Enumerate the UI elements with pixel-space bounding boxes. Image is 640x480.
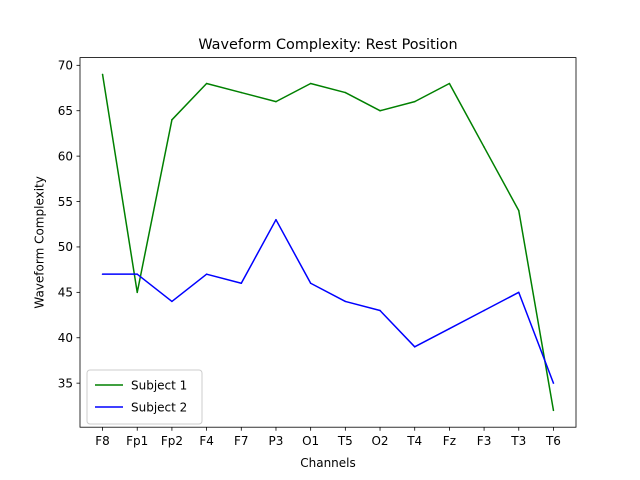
y-axis: 35 40 45 50 55 60 65 70 bbox=[58, 59, 80, 390]
data-point bbox=[171, 300, 173, 303]
data-point bbox=[205, 273, 208, 275]
data-point bbox=[101, 73, 104, 76]
x-tick-label: Fp2 bbox=[161, 434, 183, 448]
y-tick-label: 65 bbox=[58, 104, 73, 118]
y-tick-label: 60 bbox=[58, 149, 73, 163]
legend-label: Subject 1 bbox=[131, 378, 187, 392]
data-point bbox=[379, 109, 381, 112]
data-point bbox=[136, 291, 138, 294]
data-point bbox=[309, 82, 312, 85]
legend-label: Subject 2 bbox=[131, 400, 187, 414]
x-tick-label: T5 bbox=[337, 434, 353, 448]
data-point bbox=[309, 282, 312, 285]
x-tick-label: F3 bbox=[477, 434, 492, 448]
data-point bbox=[344, 91, 347, 94]
data-point bbox=[344, 300, 347, 303]
y-tick-label: 35 bbox=[58, 376, 73, 390]
y-tick-label: 70 bbox=[58, 59, 73, 73]
data-point bbox=[205, 82, 208, 85]
data-point bbox=[483, 309, 485, 312]
x-tick-label: O1 bbox=[302, 434, 319, 448]
plot-area bbox=[79, 57, 577, 428]
data-point bbox=[413, 346, 416, 348]
data-point bbox=[101, 273, 104, 275]
series-layer bbox=[101, 73, 555, 412]
y-axis-label: Waveform Complexity bbox=[33, 176, 47, 309]
x-tick-label: F8 bbox=[95, 434, 110, 448]
data-point bbox=[171, 119, 173, 121]
x-tick-label: F7 bbox=[234, 434, 249, 448]
data-point bbox=[275, 218, 277, 221]
x-axis-label: Channels bbox=[300, 456, 356, 470]
data-point bbox=[552, 382, 555, 384]
legend-box bbox=[86, 369, 203, 425]
data-point bbox=[518, 291, 520, 294]
data-point bbox=[448, 327, 451, 330]
x-tick-label: O2 bbox=[371, 434, 388, 448]
x-axis: F8 Fp1 Fp2 F4 F7 P3 O1 T5 O2 T4 Fz F3 T3 T6 bbox=[95, 427, 561, 448]
data-point bbox=[552, 409, 555, 412]
data-point bbox=[275, 100, 277, 103]
series-line-2 bbox=[102, 218, 555, 384]
series-line-1 bbox=[101, 74, 555, 411]
legend: Subject 1 Subject 2 bbox=[86, 369, 203, 425]
data-point bbox=[448, 82, 451, 85]
x-tick-label: Fz bbox=[443, 434, 456, 448]
data-point bbox=[240, 91, 243, 94]
plot-frame bbox=[79, 57, 577, 428]
y-tick-label: 55 bbox=[58, 195, 73, 209]
chart-title: Waveform Complexity: Rest Position bbox=[198, 37, 457, 53]
x-tick-label: T6 bbox=[545, 434, 561, 448]
x-tick-label: F4 bbox=[199, 434, 214, 448]
y-tick-label: 50 bbox=[58, 240, 73, 254]
x-tick-label: Fp1 bbox=[126, 434, 148, 448]
x-tick-label: P3 bbox=[269, 434, 284, 448]
data-point bbox=[518, 209, 520, 212]
data-point bbox=[483, 146, 485, 148]
data-point bbox=[136, 273, 138, 275]
data-point bbox=[413, 100, 416, 103]
y-tick-label: 40 bbox=[58, 331, 73, 345]
y-tick-label: 45 bbox=[58, 286, 73, 300]
data-point bbox=[240, 282, 243, 285]
x-tick-label: T4 bbox=[406, 434, 422, 448]
x-tick-label: T3 bbox=[510, 434, 526, 448]
data-point bbox=[379, 309, 381, 312]
